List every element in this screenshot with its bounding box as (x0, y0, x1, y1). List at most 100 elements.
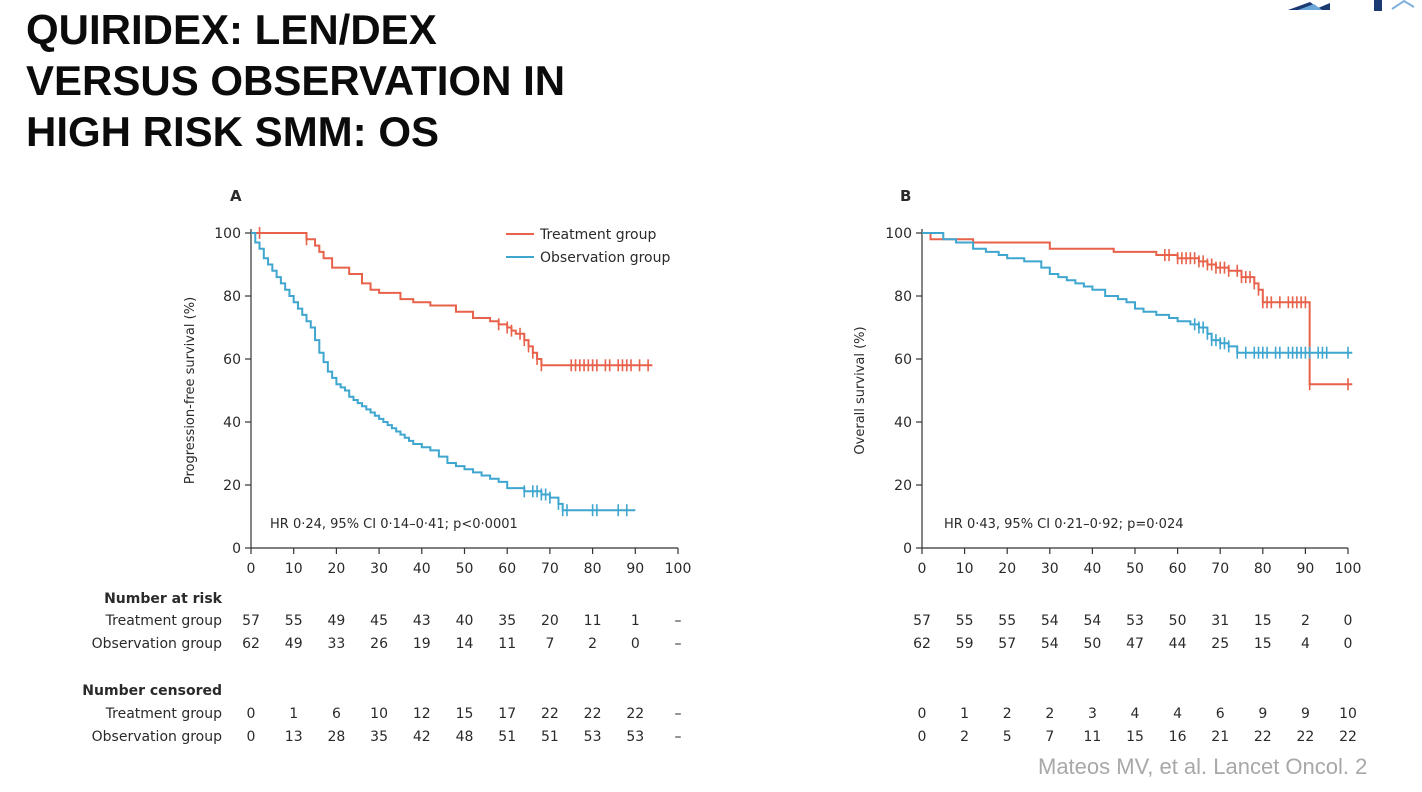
censored-cell: – (675, 706, 682, 722)
x-tick-label: 60 (498, 561, 516, 577)
censored-cell: 17 (498, 706, 516, 722)
risk-cell: – (675, 613, 682, 629)
risk-cell: 2 (1301, 613, 1310, 629)
x-tick-label: 40 (413, 561, 431, 577)
title-line: VERSUS OBSERVATION IN (26, 57, 566, 104)
risk-cell: 15 (1254, 636, 1272, 652)
risk-cell: 44 (1169, 636, 1187, 652)
risk-cell: 1 (631, 613, 640, 629)
risk-cell: 50 (1169, 613, 1187, 629)
title-line: QUIRIDEX: LEN/DEX (26, 6, 437, 53)
risk-cell: 47 (1126, 636, 1144, 652)
censored-cell: 22 (626, 706, 644, 722)
y-axis-label: Progression-free survival (%) (183, 297, 198, 484)
y-tick-label: 60 (894, 352, 912, 368)
censored-cell: 6 (332, 706, 341, 722)
censored-row-label: Observation group (92, 729, 222, 745)
censored-cell: 6 (1216, 706, 1225, 722)
censored-cell: 2 (960, 729, 969, 745)
y-tick-label: 0 (232, 541, 241, 557)
y-tick-label: 80 (223, 289, 241, 305)
slide-title: QUIRIDEX: LEN/DEX VERSUS OBSERVATION IN … (26, 4, 565, 157)
censored-cell: 10 (370, 706, 388, 722)
risk-cell: 26 (370, 636, 388, 652)
risk-cell: 57 (998, 636, 1016, 652)
x-tick-label: 0 (247, 561, 256, 577)
risk-cell: 62 (242, 636, 260, 652)
x-tick-label: 10 (956, 561, 974, 577)
censored-cell: 35 (370, 729, 388, 745)
y-tick-label: 100 (885, 226, 912, 242)
risk-cell: 20 (541, 613, 559, 629)
y-tick-label: 60 (223, 352, 241, 368)
x-tick-label: 70 (541, 561, 559, 577)
censored-cell: 15 (1126, 729, 1144, 745)
risk-cell: 11 (498, 636, 516, 652)
censored-table-heading: Number censored (82, 683, 222, 699)
x-tick-label: 90 (626, 561, 644, 577)
risk-cell: 59 (956, 636, 974, 652)
x-tick-label: 50 (1126, 561, 1144, 577)
censored-cell: 1 (289, 706, 298, 722)
hr-annotation: HR 0·43, 95% CI 0·21–0·92; p=0·024 (944, 517, 1183, 532)
citation: Mateos MV, et al. Lancet Oncol. 2 (1038, 754, 1368, 779)
x-tick-label: 100 (665, 561, 692, 577)
risk-row-label: Treatment group (105, 613, 222, 629)
risk-cell: 57 (242, 613, 260, 629)
risk-cell: 57 (913, 613, 931, 629)
x-tick-label: 20 (327, 561, 345, 577)
censored-cell: 22 (1339, 729, 1357, 745)
risk-cell: 33 (327, 636, 345, 652)
risk-cell: 0 (1344, 636, 1353, 652)
censored-cell: 4 (1173, 706, 1182, 722)
risk-cell: 53 (1126, 613, 1144, 629)
risk-cell: 49 (285, 636, 303, 652)
censored-cell: 22 (1296, 729, 1314, 745)
y-tick-label: 20 (223, 478, 241, 494)
risk-cell: 7 (545, 636, 554, 652)
censored-cell: 7 (1045, 729, 1054, 745)
risk-cell: 45 (370, 613, 388, 629)
panel-label: A (230, 187, 242, 205)
risk-row-label: Observation group (92, 636, 222, 652)
censored-cell: 0 (918, 706, 927, 722)
censored-cell: 2 (1045, 706, 1054, 722)
survival-curve (251, 232, 636, 512)
censored-cell: 1 (960, 706, 969, 722)
censored-cell: 11 (1083, 729, 1101, 745)
risk-cell: 2 (588, 636, 597, 652)
censored-cell: 5 (1003, 729, 1012, 745)
x-tick-label: 0 (918, 561, 927, 577)
censored-row-label: Treatment group (105, 706, 222, 722)
censored-cell: 16 (1169, 729, 1187, 745)
risk-cell: 4 (1301, 636, 1310, 652)
y-tick-label: 100 (214, 226, 241, 242)
censored-cell: 0 (918, 729, 927, 745)
risk-cell: 11 (584, 613, 602, 629)
censored-cell: 9 (1301, 706, 1310, 722)
censored-cell: 22 (1254, 729, 1272, 745)
risk-cell: 15 (1254, 613, 1272, 629)
censored-cell: 3 (1088, 706, 1097, 722)
censored-cell: 22 (584, 706, 602, 722)
title-line: HIGH RISK SMM: OS (26, 108, 440, 155)
legend-label: Treatment group (539, 227, 656, 243)
censored-cell: 53 (626, 729, 644, 745)
x-tick-label: 90 (1296, 561, 1314, 577)
legend-label: Observation group (540, 250, 670, 266)
censored-cell: 22 (541, 706, 559, 722)
x-tick-label: 10 (285, 561, 303, 577)
censored-cell: 51 (541, 729, 559, 745)
survival-curve (251, 232, 653, 367)
x-tick-label: 30 (370, 561, 388, 577)
censored-cell: 21 (1211, 729, 1229, 745)
risk-cell: 19 (413, 636, 431, 652)
risk-cell: 40 (456, 613, 474, 629)
risk-cell: 62 (913, 636, 931, 652)
risk-cell: 54 (1041, 636, 1059, 652)
x-tick-label: 70 (1211, 561, 1229, 577)
censored-cell: 28 (327, 729, 345, 745)
risk-table-heading: Number at risk (104, 591, 223, 607)
risk-cell: 0 (1344, 613, 1353, 629)
